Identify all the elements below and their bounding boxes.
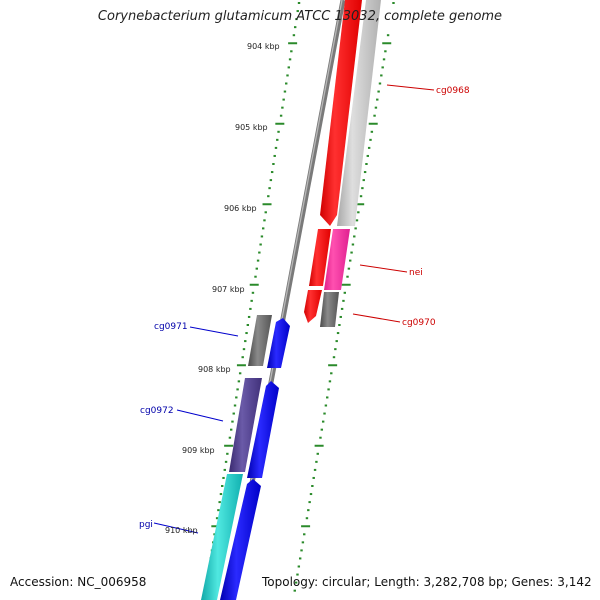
accession-label: Accession: NC_006958 bbox=[10, 575, 147, 589]
scale-label-907: 907 kbp bbox=[212, 285, 245, 294]
leader-cg0971 bbox=[189, 326, 239, 337]
cds-feature-cg0971[interactable] bbox=[267, 318, 290, 368]
scale-label-908: 908 kbp bbox=[198, 365, 231, 374]
cds-feature-cg0972[interactable] bbox=[247, 381, 279, 478]
gene-label-cg0970[interactable]: cg0970 bbox=[402, 318, 436, 328]
cds-feature-cg0970[interactable] bbox=[304, 290, 322, 323]
gene-label-cg0971[interactable]: cg0971 bbox=[154, 322, 188, 332]
scale-label-905: 905 kbp bbox=[235, 123, 268, 132]
map-title: Corynebacterium glutamicum ATCC 13032, c… bbox=[97, 9, 503, 24]
gene-label-cg0968[interactable]: cg0968 bbox=[436, 86, 470, 96]
cds-feature-nei[interactable] bbox=[309, 229, 331, 286]
gene-feature-cg0972[interactable] bbox=[229, 378, 262, 472]
cds-feature-pgi[interactable] bbox=[220, 479, 261, 600]
gene-feature-pgi[interactable] bbox=[201, 474, 243, 600]
scale-label-904: 904 kbp bbox=[247, 42, 280, 51]
outer-ticks bbox=[293, 2, 395, 592]
leader-cg0972 bbox=[176, 409, 224, 422]
leader-nei bbox=[359, 264, 408, 273]
gene-label-cg0972[interactable]: cg0972 bbox=[140, 406, 174, 416]
scale-ticks bbox=[204, 2, 301, 592]
scale-label-910: 910 kbp bbox=[165, 526, 198, 535]
gene-feature-cg0971[interactable] bbox=[248, 315, 272, 366]
leader-pgi bbox=[153, 522, 199, 534]
scale-label-906: 906 kbp bbox=[224, 204, 257, 213]
leader-cg0970 bbox=[352, 313, 401, 323]
gene-label-nei[interactable]: nei bbox=[409, 268, 423, 278]
gene-feature-nei[interactable] bbox=[324, 229, 350, 290]
topology-label: Topology: circular; Length: 3,282,708 bp… bbox=[262, 575, 592, 589]
gene-label-pgi[interactable]: pgi bbox=[139, 520, 153, 530]
leader-cg0968 bbox=[386, 84, 435, 91]
gene-feature-cg0970[interactable] bbox=[320, 292, 339, 327]
cds-feature-cg0968[interactable] bbox=[320, 0, 362, 226]
scale-label-909: 909 kbp bbox=[182, 446, 215, 455]
trna-feature-cg0968[interactable] bbox=[337, 0, 381, 226]
